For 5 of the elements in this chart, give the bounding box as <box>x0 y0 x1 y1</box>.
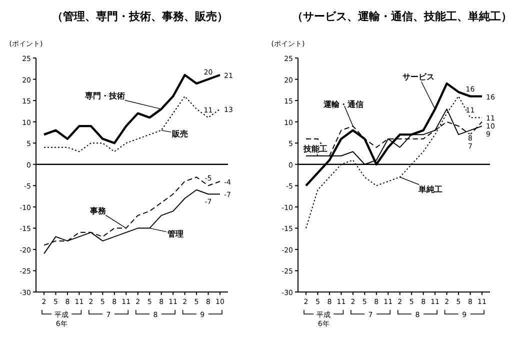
chart-title: （管理、専門・技術、事務、販売） <box>52 10 228 23</box>
chart-title: （サービス、運輸・通信、技能工、単純工） <box>292 10 512 23</box>
text: 単純工 <box>417 185 442 194</box>
series-label: サービス <box>402 72 435 82</box>
series-label: 事務 <box>88 206 107 216</box>
